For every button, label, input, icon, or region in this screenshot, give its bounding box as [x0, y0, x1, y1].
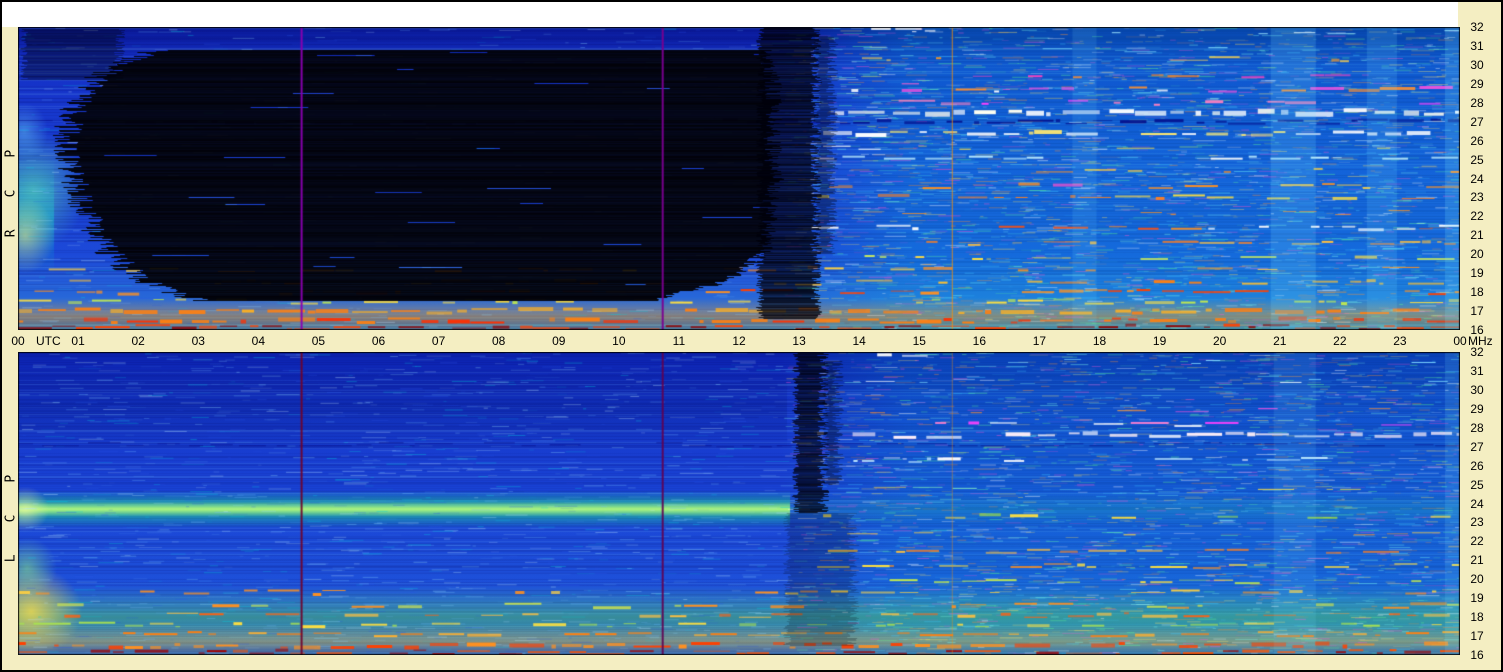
freq-tick-label: 31 — [1470, 38, 1484, 53]
time-tick-label: 03 — [191, 334, 205, 348]
time-tick-label: 06 — [371, 334, 386, 348]
freq-tick-label: 17 — [1470, 304, 1484, 319]
time-tick-label: 08 — [491, 334, 506, 348]
title-bar: AJ4CO Observatory 07 Nov 2024 - DPS on T… — [2, 2, 1458, 48]
time-tick-label: 16 — [972, 334, 986, 348]
freq-tick-label: 31 — [1470, 363, 1484, 378]
freq-tick-label: 17 — [1470, 629, 1484, 644]
freq-tick-label: 29 — [1470, 76, 1484, 91]
time-tick-label: 02 — [131, 334, 145, 348]
time-tick-label: 23 — [1393, 334, 1407, 348]
frequency-axis: 32 31 30 29 28 27 26 25 24 23 22 21 20 19 18 17 16 32 31 30… — [1460, 2, 1501, 670]
freq-tick-label: 20 — [1470, 572, 1484, 587]
time-tick-label: 19 — [1152, 334, 1167, 348]
lcp-polarization-label: LCP — [3, 442, 19, 563]
freq-tick-label: 16 — [1470, 323, 1484, 337]
time-tick-label: 09 — [552, 334, 566, 348]
freq-tick-label: 27 — [1470, 439, 1484, 454]
lcp-spectrogram — [18, 352, 1460, 655]
time-tick-label: 17 — [1032, 334, 1047, 348]
freq-tick-label: 30 — [1470, 382, 1484, 397]
time-tick-label: 14 — [852, 334, 866, 348]
freq-axis-unit: MHz — [1468, 334, 1493, 348]
freq-tick-label: 19 — [1470, 591, 1484, 606]
freq-tick-label: 24 — [1470, 171, 1484, 186]
freq-tick-label: 21 — [1470, 553, 1484, 568]
freq-tick-label: 21 — [1470, 228, 1484, 243]
freq-tick-label: 26 — [1470, 458, 1484, 473]
freq-tick-label: 26 — [1470, 133, 1484, 148]
time-tick-label: 21 — [1273, 334, 1287, 348]
time-tick-label: 04 — [251, 334, 265, 348]
rcp-polarization-label: RCP — [3, 117, 19, 238]
freq-tick-label: 23 — [1470, 190, 1484, 205]
freq-tick-label: 27 — [1470, 114, 1484, 129]
freq-tick-label: 16 — [1470, 648, 1484, 662]
freq-tick-label: 18 — [1470, 610, 1484, 625]
time-tick-label: 15 — [912, 334, 926, 348]
freq-tick-label: 32 — [1470, 345, 1484, 359]
freq-tick-label: 18 — [1470, 285, 1484, 300]
time-tick-label: 10 — [612, 334, 626, 348]
time-tick-label: 22 — [1333, 334, 1347, 348]
freq-tick-label: 22 — [1470, 209, 1484, 224]
time-tick-label: 05 — [311, 334, 326, 348]
freq-tick-label: 23 — [1470, 515, 1484, 530]
freq-tick-label: 22 — [1470, 534, 1484, 549]
time-tick-label: 12 — [732, 334, 746, 348]
freq-tick-label: 25 — [1470, 477, 1484, 492]
time-tick-label: 18 — [1092, 334, 1107, 348]
time-axis: UTC MHz 00 01 02 03 04 05 06 07 08 09 10 11 12 13 14 15… — [2, 330, 1493, 352]
freq-tick-label: 20 — [1470, 247, 1484, 262]
time-tick-label: 20 — [1212, 334, 1227, 348]
freq-tick-label: 32 — [1470, 20, 1484, 34]
time-tick-label: 01 — [71, 334, 85, 348]
freq-tick-label: 25 — [1470, 152, 1484, 167]
time-tick-label: 07 — [431, 334, 446, 348]
freq-tick-label: 29 — [1470, 401, 1484, 416]
time-tick-label: 00 — [1453, 334, 1467, 348]
rcp-spectrogram — [18, 27, 1460, 330]
freq-tick-label: 19 — [1470, 266, 1484, 281]
time-tick-label: 13 — [792, 334, 806, 348]
freq-tick-label: 28 — [1470, 95, 1484, 110]
freq-tick-label: 28 — [1470, 420, 1484, 435]
freq-tick-label: 30 — [1470, 57, 1484, 72]
time-axis-unit: UTC — [36, 334, 61, 348]
time-tick-label: 11 — [672, 334, 686, 348]
time-tick-label: 00 — [11, 334, 25, 348]
freq-tick-label: 24 — [1470, 496, 1484, 511]
